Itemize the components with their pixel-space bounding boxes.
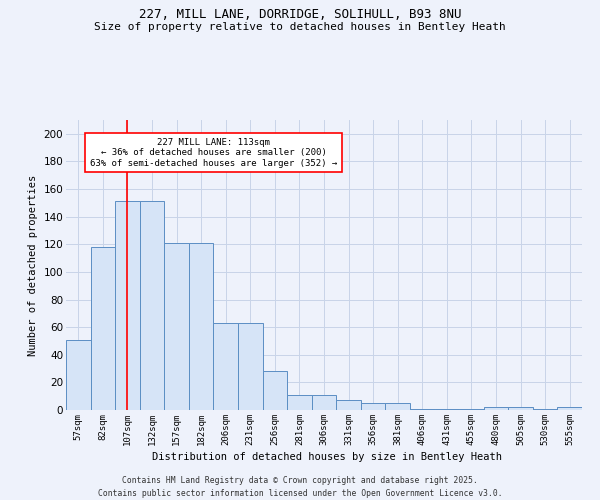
Bar: [508, 407, 533, 410]
Bar: [361, 403, 385, 410]
Text: 227 MILL LANE: 113sqm
← 36% of detached houses are smaller (200)
63% of semi-det: 227 MILL LANE: 113sqm ← 36% of detached …: [90, 138, 337, 168]
Text: 227, MILL LANE, DORRIDGE, SOLIHULL, B93 8NU: 227, MILL LANE, DORRIDGE, SOLIHULL, B93 …: [139, 8, 461, 20]
Text: Distribution of detached houses by size in Bentley Heath: Distribution of detached houses by size …: [152, 452, 502, 462]
Bar: [238, 323, 263, 410]
Y-axis label: Number of detached properties: Number of detached properties: [28, 174, 38, 356]
Text: Contains HM Land Registry data © Crown copyright and database right 2025.
Contai: Contains HM Land Registry data © Crown c…: [98, 476, 502, 498]
Bar: [410, 408, 434, 410]
Bar: [140, 202, 164, 410]
Bar: [385, 403, 410, 410]
Bar: [557, 407, 582, 410]
Bar: [189, 243, 214, 410]
Bar: [312, 395, 336, 410]
Bar: [336, 400, 361, 410]
Bar: [214, 323, 238, 410]
Text: Size of property relative to detached houses in Bentley Heath: Size of property relative to detached ho…: [94, 22, 506, 32]
Bar: [66, 340, 91, 410]
Bar: [164, 243, 189, 410]
Bar: [459, 408, 484, 410]
Bar: [91, 247, 115, 410]
Bar: [484, 407, 508, 410]
Bar: [287, 395, 312, 410]
Bar: [115, 202, 140, 410]
Bar: [533, 408, 557, 410]
Bar: [434, 408, 459, 410]
Bar: [263, 372, 287, 410]
